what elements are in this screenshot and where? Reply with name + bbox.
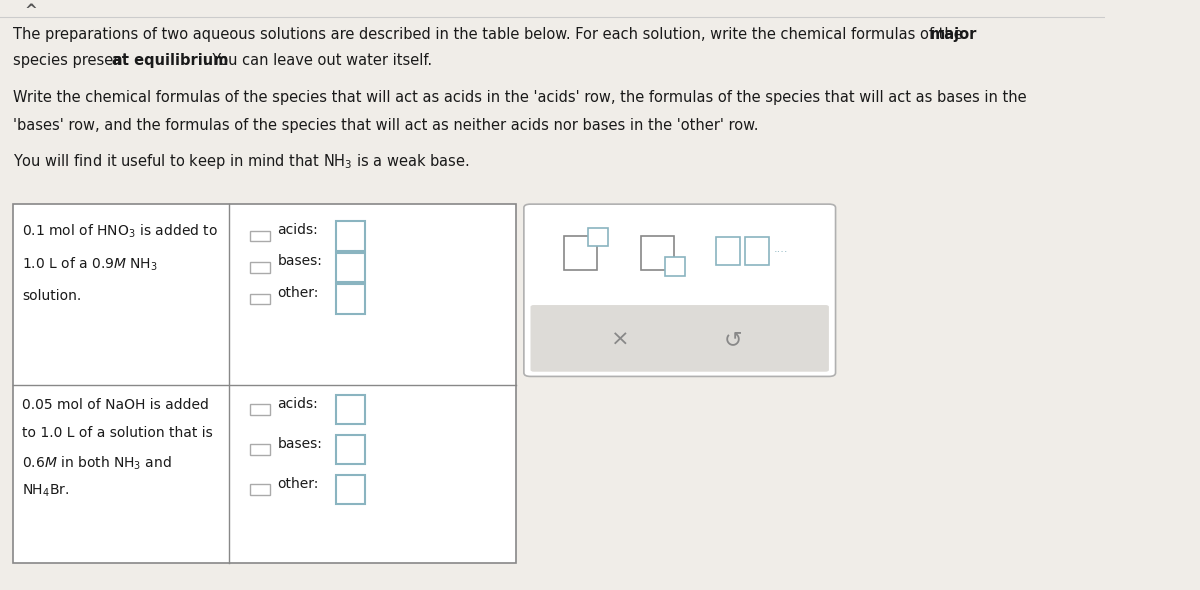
Bar	[250, 294, 270, 304]
Bar	[250, 262, 270, 273]
FancyBboxPatch shape	[530, 305, 829, 372]
Text: 0.6$M$ in both NH$_3$ and: 0.6$M$ in both NH$_3$ and	[22, 454, 172, 471]
Bar	[665, 257, 685, 276]
Text: . You can leave out water itself.: . You can leave out water itself.	[203, 53, 432, 68]
Text: You will find it useful to keep in mind that NH$_3$ is a weak base.: You will find it useful to keep in mind …	[13, 152, 469, 171]
Bar	[716, 237, 740, 266]
Text: other:: other:	[277, 477, 319, 491]
Bar	[336, 221, 365, 251]
Text: 1.0 L of a 0.9$M$ NH$_3$: 1.0 L of a 0.9$M$ NH$_3$	[22, 255, 157, 273]
Bar	[336, 395, 365, 424]
Bar	[13, 204, 516, 563]
Bar	[250, 404, 270, 415]
Text: ↺: ↺	[724, 330, 743, 350]
Text: Write the chemical formulas of the species that will act as acids in the 'acids': Write the chemical formulas of the speci…	[13, 90, 1027, 104]
Text: acids:: acids:	[277, 396, 318, 411]
Bar	[641, 236, 674, 270]
Text: 0.1 mol of HNO$_3$ is added to: 0.1 mol of HNO$_3$ is added to	[22, 222, 218, 240]
Text: ....: ....	[774, 244, 788, 254]
Text: other:: other:	[277, 286, 319, 300]
Text: solution.: solution.	[22, 289, 82, 303]
Text: 'bases' row, and the formulas of the species that will act as neither acids nor : 'bases' row, and the formulas of the spe…	[13, 118, 758, 133]
FancyBboxPatch shape	[524, 204, 835, 376]
Text: NH$_4$Br.: NH$_4$Br.	[22, 483, 70, 499]
Bar	[250, 484, 270, 495]
Text: bases:: bases:	[277, 437, 323, 451]
Text: major: major	[930, 27, 978, 41]
Bar	[745, 237, 769, 266]
Text: 0.05 mol of NaOH is added: 0.05 mol of NaOH is added	[22, 398, 209, 412]
Text: ×: ×	[611, 330, 629, 350]
Text: bases:: bases:	[277, 254, 323, 268]
Bar	[250, 444, 270, 455]
Text: The preparations of two aqueous solutions are described in the table below. For : The preparations of two aqueous solution…	[13, 27, 967, 41]
Bar	[336, 475, 365, 504]
Text: acids:: acids:	[277, 223, 318, 237]
Bar	[336, 435, 365, 464]
Bar	[336, 253, 365, 282]
Text: at equilibrium: at equilibrium	[112, 53, 228, 68]
Text: ^: ^	[24, 3, 37, 18]
Bar	[250, 231, 270, 241]
Text: to 1.0 L of a solution that is: to 1.0 L of a solution that is	[22, 426, 212, 440]
Bar	[564, 236, 596, 270]
Text: species present: species present	[13, 53, 133, 68]
Bar	[336, 284, 365, 314]
Bar	[588, 228, 608, 247]
